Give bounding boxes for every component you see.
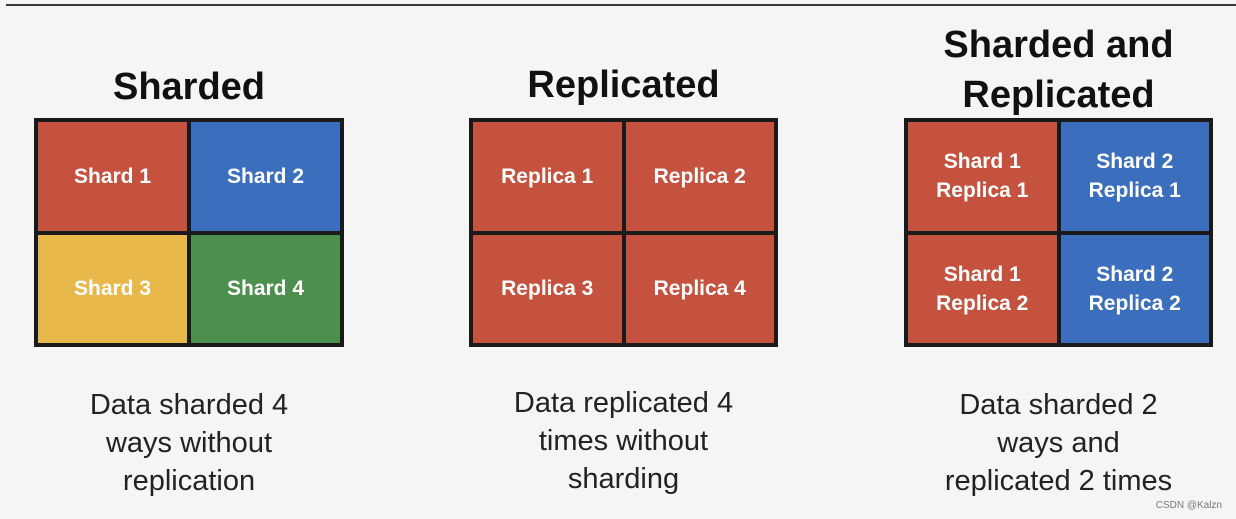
panel-title-line: Sharded and: [943, 24, 1174, 66]
panel-caption: Data sharded 2 ways and replicated 2 tim…: [904, 386, 1213, 500]
panel-caption: Data sharded 4 ways without replication: [34, 386, 344, 500]
shard-replica-grid: Shard 1 Replica 1 Shard 2 Replica 1 Shard …: [904, 118, 1213, 347]
cell-line: Replica 1: [936, 179, 1029, 203]
caption-line: times without: [538, 425, 709, 457]
replica-cell: Replica 4: [625, 234, 774, 343]
caption-line: Data sharded 2: [959, 389, 1158, 421]
cell-line: Replica 1: [1088, 179, 1181, 203]
caption-line: Data replicated 4: [513, 387, 734, 419]
shard-replica-cell: Shard 1 Replica 2: [908, 234, 1057, 343]
cell-line: Shard 1: [943, 262, 1021, 286]
cell-line: Shard 2: [1096, 262, 1174, 286]
caption-line: sharding: [567, 463, 680, 495]
cell-line: Replica 2: [1088, 291, 1181, 315]
shard-cell: Shard 2: [191, 122, 340, 231]
caption-line: replicated 2 times: [944, 465, 1173, 497]
cell-line: Shard 1: [943, 150, 1021, 174]
shard-replica-cell: Shard 1 Replica 1: [908, 122, 1057, 231]
panel-title-line: Replicated: [962, 74, 1155, 116]
shard-replica-cell: Shard 2 Replica 1: [1060, 122, 1209, 231]
shard-grid: Shard 1 Shard 2 Shard 3 Shard 4: [34, 118, 344, 347]
caption-line: ways without: [105, 427, 272, 459]
panel-caption: Data replicated 4 times without sharding: [469, 384, 778, 498]
shard-cell: Shard 1: [38, 122, 187, 231]
replica-cell: Replica 2: [625, 122, 774, 231]
panel-sharded: Sharded Shard 1 Shard 2 Shard 3 Shard 4 …: [34, 0, 344, 519]
watermark: CSDN @Kalzn: [1155, 500, 1222, 511]
panel-replicated: Replicated Replica 1 Replica 2 Replica 3…: [469, 0, 778, 519]
shard-replica-cell: Shard 2 Replica 2: [1060, 234, 1209, 343]
cell-line: Shard 2: [1096, 150, 1174, 174]
panel-sharded-and-replicated: Sharded and Replicated Shard 1 Replica 1 …: [904, 0, 1213, 519]
shard-cell: Shard 3: [38, 234, 187, 343]
caption-line: replication: [122, 465, 256, 497]
panel-title: Replicated: [527, 64, 720, 106]
replica-grid: Replica 1 Replica 2 Replica 3 Replica 4: [469, 118, 778, 347]
top-border-line: [6, 4, 1236, 6]
panel-title: Sharded: [112, 66, 266, 108]
panel-title: Sharded and Replicated: [904, 20, 1213, 120]
caption-line: ways and: [997, 427, 1120, 459]
cell-line: Replica 2: [936, 291, 1029, 315]
shard-cell: Shard 4: [191, 234, 340, 343]
caption-line: Data sharded 4: [89, 389, 289, 421]
replica-cell: Replica 3: [473, 234, 622, 343]
replica-cell: Replica 1: [473, 122, 622, 231]
